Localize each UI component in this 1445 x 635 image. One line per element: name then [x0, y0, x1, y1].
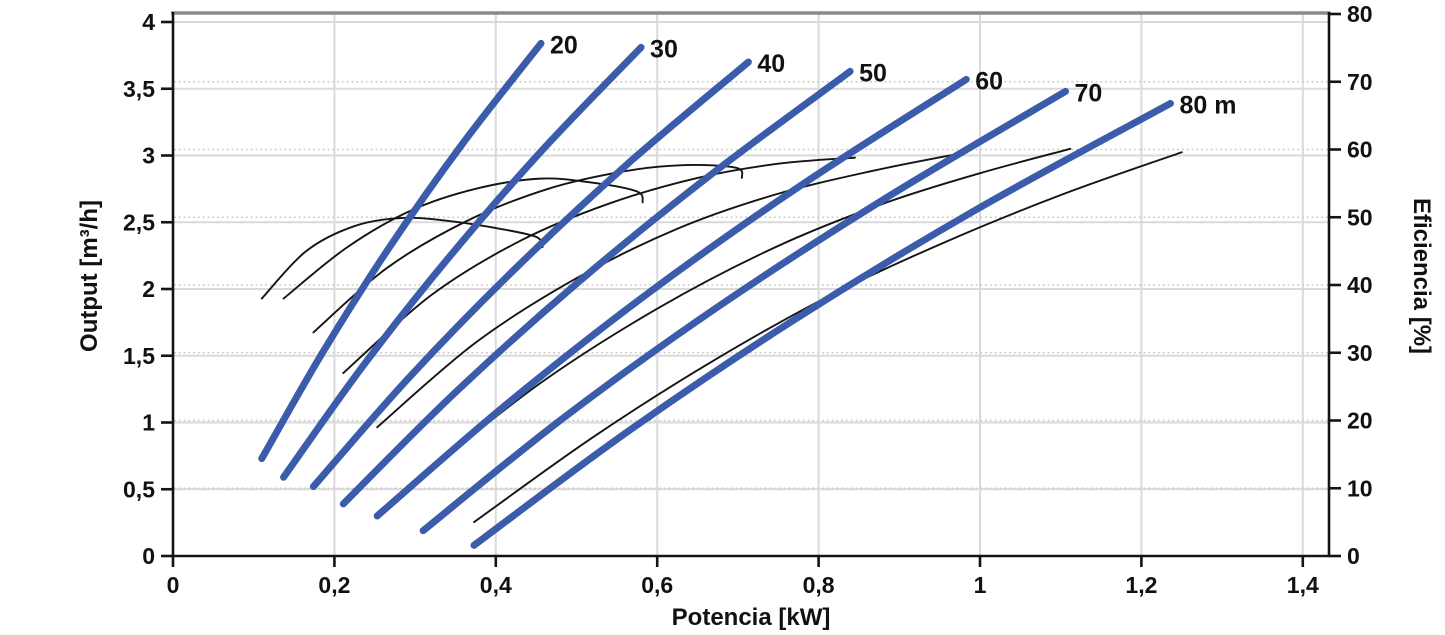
output-curve-30: [280, 43, 645, 481]
efficiency-curve-40: [312, 163, 744, 334]
right-tick-label-0: 0: [1347, 543, 1360, 569]
right-tick-label-40: 40: [1347, 272, 1373, 298]
right-tick-label-60: 60: [1347, 137, 1373, 163]
curve-label-70: 70: [1075, 79, 1103, 107]
left-tick-label-3: 3: [142, 143, 155, 169]
output-curve-70: [419, 87, 1070, 535]
left-tick-label-0,5: 0,5: [123, 476, 155, 502]
left-tick-label-4: 4: [142, 9, 155, 35]
right-tick-label-70: 70: [1347, 69, 1373, 95]
x-tick-label-1,4: 1,4: [1287, 572, 1319, 598]
curve-label-50: 50: [859, 59, 887, 87]
x-tick-label-0,8: 0,8: [803, 572, 835, 598]
right-tick-label-30: 30: [1347, 340, 1373, 366]
curve-label-20: 20: [550, 31, 578, 59]
x-axis-title: Potencia [kW]: [671, 604, 831, 631]
curve-label-40: 40: [757, 50, 785, 78]
x-tick-label-0,2: 0,2: [318, 572, 350, 598]
x-tick-label-0: 0: [167, 572, 180, 598]
output-curve-50: [339, 67, 854, 508]
efficiency-curve-50: [342, 156, 856, 375]
output-curve-80: [470, 99, 1174, 549]
x-tick-label-0,6: 0,6: [641, 572, 673, 598]
right-y-axis-title: Eficiencia [%]: [1408, 197, 1435, 355]
output-curve-60: [373, 75, 970, 520]
efficiency-curve-60: [376, 151, 969, 429]
curve-label-80: 80 m: [1179, 91, 1236, 119]
curve-label-60: 60: [975, 67, 1003, 95]
left-tick-label-2: 2: [142, 276, 155, 302]
right-tick-label-50: 50: [1347, 204, 1373, 230]
x-tick-label-1: 1: [974, 572, 987, 598]
right-tick-label-80: 80: [1347, 1, 1373, 27]
left-tick-label-0: 0: [142, 543, 155, 569]
output-curve-40: [309, 58, 752, 491]
right-tick-label-20: 20: [1347, 408, 1373, 434]
output-curve-20: [258, 39, 545, 463]
left-tick-label-3,5: 3,5: [123, 76, 155, 102]
efficiency-curve-70: [422, 147, 1072, 476]
efficiency-curve-20: [260, 216, 544, 300]
left-y-axis-title: Output [m³/h]: [76, 200, 103, 352]
left-tick-label-1,5: 1,5: [123, 343, 155, 369]
right-tick-label-10: 10: [1347, 475, 1373, 501]
curve-label-30: 30: [650, 35, 678, 63]
left-tick-label-1: 1: [142, 410, 155, 436]
x-tick-label-0,4: 0,4: [480, 572, 512, 598]
left-tick-label-2,5: 2,5: [123, 209, 155, 235]
x-tick-label-1,2: 1,2: [1125, 572, 1157, 598]
efficiency-curve-30: [282, 177, 644, 300]
